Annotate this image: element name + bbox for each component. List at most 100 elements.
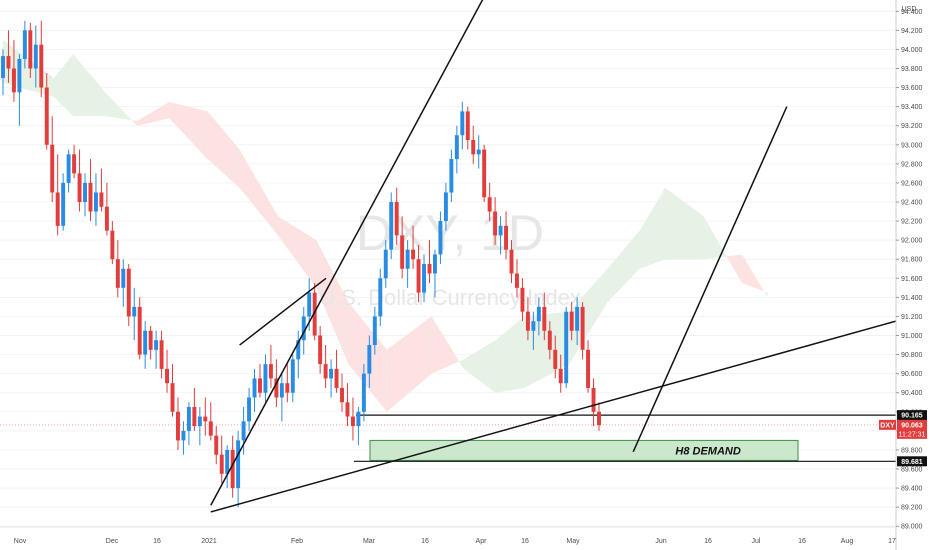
candle-body [181,430,186,441]
candle-body [247,397,252,422]
cloud-segment [105,92,132,121]
cloud-segment [639,187,666,269]
candle-body [285,383,290,393]
y-tick-label: 89.000 [901,524,923,531]
cloud-segment [386,316,432,412]
cloud-segment [607,230,640,303]
candle-body [28,30,33,69]
time-axis[interactable]: Nov Dec 16 2021 Feb Mar 16 Apr 16 May Jun 16 Jul 16 Au… [14,538,896,545]
candle-body [50,144,55,193]
candle-body [438,221,443,255]
demand-zone-label: H8 DEMAND [675,445,740,457]
demand-zone[interactable] [369,439,799,461]
candle-body [509,249,514,274]
candle-body [312,292,317,336]
y-tick-label: 93.200 [901,123,923,130]
y-tick-label: 91.000 [901,333,923,340]
cloud-segment [703,216,727,260]
candle-body [214,435,219,455]
symbol-tag-label: DXY [880,422,895,429]
candle-body [236,440,241,489]
price-tag-bg [897,456,927,467]
candle-body [165,368,170,384]
candle-body [542,306,547,331]
candle-body [307,292,312,317]
candle-body [334,368,339,388]
candle-body [126,268,131,317]
y-tick-label: 90.800 [901,352,923,359]
y-tick-label: 94.200 [901,28,923,35]
symbol-tag-bg [879,419,896,430]
candle-body [219,454,224,474]
candle-body [372,316,377,346]
y-tick-label: 89.600 [901,467,923,474]
candle-body [115,259,120,288]
y-tick-label: 92.400 [901,199,923,206]
x-tick-label: Dec [106,538,119,545]
cloud-segment [463,340,496,393]
cloud-segment [524,311,570,388]
cloud-segment [431,316,460,374]
candle-body [383,249,388,279]
trendline[interactable] [239,277,327,346]
trendlines[interactable] [210,0,896,513]
trendline[interactable] [210,0,502,506]
x-tick-label: 16 [704,538,712,545]
candle-body [258,378,262,393]
candle-body [318,335,323,365]
x-tick-label: Apr [476,538,488,545]
cloud-segment [207,111,240,188]
candle-body [547,330,552,350]
candle-body [405,249,410,269]
y-tick-label: 89.200 [901,505,923,512]
cloud-segment [726,254,742,284]
candle-body [104,206,109,231]
candle-body [493,211,498,236]
candle-body [33,44,38,69]
x-tick-label: Feb [291,538,303,545]
price-tag-label: 89.681 [901,459,923,466]
candle-body [197,416,202,427]
candle-body [225,449,230,474]
candle-body [340,387,344,403]
price-tag-bg [897,419,927,439]
candle-body [454,135,459,160]
cloud-segment [54,54,74,117]
y-tick-label: 90.600 [901,371,923,378]
candle-body [361,373,366,412]
candle-body [186,407,191,431]
candle-body [443,192,448,222]
candle-body [416,259,421,293]
horizontal-levels[interactable] [0,414,896,462]
trendline[interactable] [210,320,896,513]
price-tag-bg [897,410,927,421]
candle-body [1,56,5,79]
candle-body [301,316,306,341]
x-tick-label: Aug [841,538,854,545]
candle-body [460,111,465,136]
candle-body [268,364,273,379]
cloud-segment [316,240,349,365]
candle-body [176,411,180,441]
trendline[interactable] [632,106,788,453]
candle-body [137,306,142,355]
price-tags: 90.165 90.063 DXY 11:27:31 89.681 [879,410,927,467]
candle-body [378,278,383,317]
cloud-segment [569,268,608,365]
candle-body [6,56,11,69]
cloud-segment [665,187,704,260]
candlestick-series [1,20,601,508]
cloud-segment [137,101,170,126]
cloud-segment [239,149,278,236]
y-tick-label: 91.800 [901,257,923,264]
x-tick-label: 16 [153,538,161,545]
price-axis[interactable]: 94.400 94.200 94.000 93.800 93.600 93.400 93.2… [896,9,923,531]
x-tick-label: Nov [14,538,27,545]
x-tick-label: 2021 [201,538,217,545]
candle-body [203,416,208,422]
candle-body [66,154,71,183]
y-tick-label: 89.800 [901,447,923,454]
candle-body [263,364,268,393]
candle-body [553,349,558,369]
